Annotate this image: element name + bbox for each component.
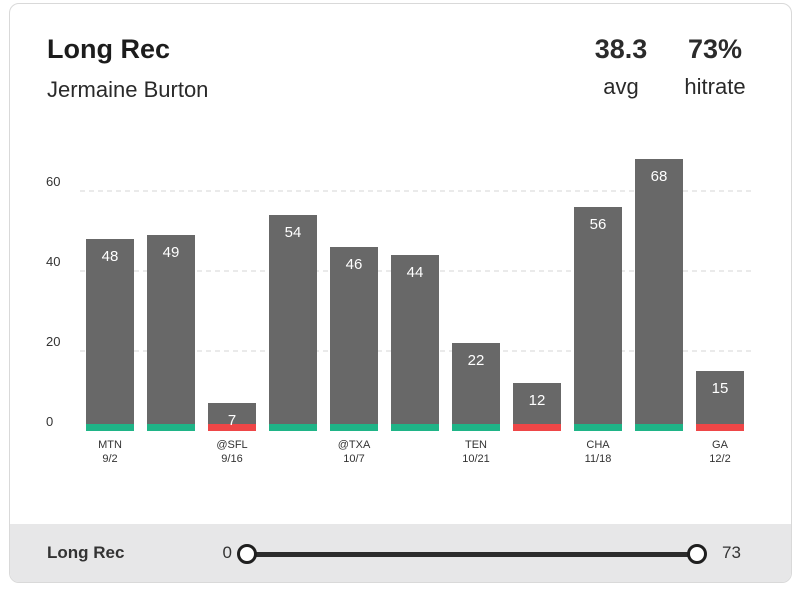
bar-value-label: 22	[468, 352, 485, 369]
prop-card: Long Rec Jermaine Burton 38.3 avg 73% hi…	[9, 3, 792, 583]
x-tick-date: 9/16	[221, 453, 242, 465]
hit-indicator	[330, 424, 378, 431]
range-slider-min-handle[interactable]	[237, 544, 257, 564]
range-slider-max-handle[interactable]	[687, 544, 707, 564]
x-tick-label: CHA	[586, 439, 610, 451]
bar-value-label: 49	[163, 244, 180, 261]
bar	[86, 239, 134, 431]
bar	[391, 255, 439, 431]
avg-stat: 38.3 avg	[576, 34, 666, 100]
bar-value-label: 54	[285, 224, 302, 241]
bar-value-label: 48	[102, 248, 119, 265]
hit-indicator	[147, 424, 195, 431]
hitrate-stat: 73% hitrate	[670, 34, 760, 100]
player-name: Jermaine Burton	[47, 77, 209, 102]
bar-value-label: 46	[346, 256, 363, 273]
x-tick-label: @SFL	[216, 439, 247, 451]
bar-value-label: 12	[529, 392, 546, 409]
bar	[452, 343, 500, 431]
bar	[574, 207, 622, 431]
y-tick-label: 0	[46, 414, 53, 429]
bar-value-label: 7	[228, 412, 236, 429]
miss-indicator	[513, 424, 561, 431]
y-tick-label: 20	[46, 334, 60, 349]
x-tick-date: 10/21	[462, 453, 490, 465]
bar-value-label: 68	[651, 168, 668, 185]
bar	[696, 371, 744, 431]
bar	[147, 235, 195, 431]
x-tick-label: TEN	[465, 439, 487, 451]
hitrate-value: 73%	[687, 34, 743, 64]
bar	[635, 159, 683, 431]
x-tick-date: 12/2	[709, 453, 730, 465]
bar-value-label: 56	[590, 216, 607, 233]
x-tick-label: @TXA	[338, 439, 371, 451]
filter-label: Long Rec	[47, 543, 125, 562]
range-filter: Long Rec 0 73	[10, 524, 791, 582]
hit-indicator	[574, 424, 622, 431]
y-tick-label: 40	[46, 254, 60, 269]
range-max-value: 73	[722, 543, 741, 562]
miss-indicator	[696, 424, 744, 431]
hit-indicator	[269, 424, 317, 431]
bar	[269, 215, 317, 431]
bar	[513, 383, 561, 431]
x-tick-date: 11/18	[585, 453, 612, 465]
avg-label: avg	[603, 74, 639, 99]
y-tick-label: 60	[46, 174, 60, 189]
range-min-value: 0	[222, 543, 232, 562]
hit-indicator	[86, 424, 134, 431]
range-slider-track[interactable]	[247, 552, 697, 557]
x-tick-label: GA	[712, 439, 729, 451]
hit-indicator	[635, 424, 683, 431]
x-tick-date: 10/7	[343, 453, 364, 465]
bar-value-label: 44	[407, 264, 424, 281]
hit-indicator	[452, 424, 500, 431]
bar-chart: 0 20 40 60 48 MTN 9/2 49 7 @SFL 9/16 54 46 @TXA 10/7 44…	[46, 159, 755, 465]
prop-title: Long Rec	[47, 34, 171, 64]
hitrate-label: hitrate	[684, 74, 746, 99]
bar-value-label: 15	[712, 380, 729, 397]
hit-indicator	[391, 424, 439, 431]
avg-value: 38.3	[594, 34, 648, 64]
bar	[330, 247, 378, 431]
miss-indicator	[208, 424, 256, 431]
x-tick-label: MTN	[98, 439, 122, 451]
x-tick-date: 9/2	[102, 453, 117, 465]
